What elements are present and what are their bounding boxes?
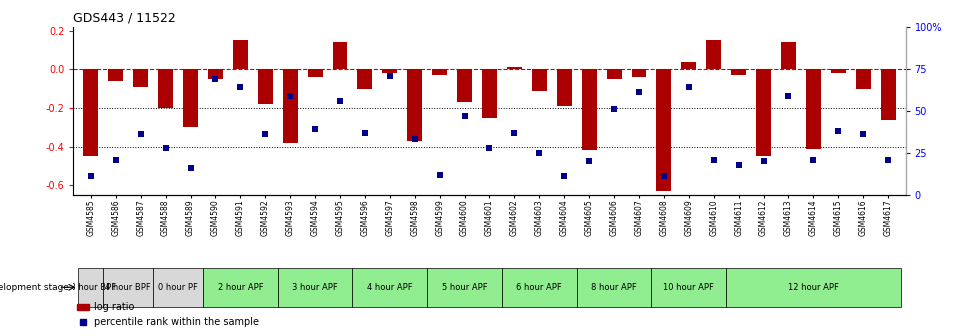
- Bar: [830, 69, 845, 73]
- Bar: [109, 69, 123, 81]
- Text: 4 hour APF: 4 hour APF: [367, 283, 413, 292]
- Bar: [656, 69, 671, 191]
- Bar: [726, 267, 900, 307]
- Bar: [382, 69, 397, 73]
- Bar: [631, 69, 645, 77]
- Bar: [556, 69, 571, 106]
- Text: 2 hour APF: 2 hour APF: [217, 283, 263, 292]
- Bar: [576, 267, 650, 307]
- Bar: [407, 69, 422, 141]
- Text: 8 hour APF: 8 hour APF: [591, 283, 637, 292]
- Text: 10 hour APF: 10 hour APF: [663, 283, 714, 292]
- Bar: [431, 69, 447, 75]
- Bar: [257, 69, 273, 104]
- Bar: [202, 267, 278, 307]
- Text: 6 hour APF: 6 hour APF: [516, 283, 561, 292]
- Text: 4 hour BPF: 4 hour BPF: [106, 283, 151, 292]
- Bar: [755, 69, 771, 156]
- Bar: [158, 69, 173, 108]
- Bar: [457, 69, 471, 102]
- Bar: [855, 69, 869, 89]
- Bar: [731, 69, 745, 75]
- Bar: [333, 42, 347, 69]
- Bar: [481, 69, 497, 118]
- Bar: [606, 69, 621, 79]
- Text: 5 hour APF: 5 hour APF: [441, 283, 487, 292]
- Bar: [352, 267, 426, 307]
- Bar: [183, 69, 198, 127]
- Bar: [502, 267, 576, 307]
- Text: 0 hour PF: 0 hour PF: [158, 283, 198, 292]
- Bar: [880, 69, 895, 120]
- Bar: [153, 267, 202, 307]
- Text: 18 hour BPF: 18 hour BPF: [66, 283, 116, 292]
- Bar: [426, 267, 502, 307]
- Bar: [780, 42, 795, 69]
- Bar: [705, 40, 721, 69]
- Bar: [307, 69, 322, 77]
- Bar: [278, 267, 352, 307]
- Bar: [283, 69, 297, 143]
- Bar: [507, 68, 521, 69]
- Bar: [650, 267, 726, 307]
- Bar: [104, 267, 153, 307]
- Text: 3 hour APF: 3 hour APF: [291, 283, 337, 292]
- Bar: [805, 69, 820, 149]
- Text: 12 hour APF: 12 hour APF: [787, 283, 838, 292]
- Bar: [83, 69, 98, 156]
- Bar: [78, 267, 104, 307]
- Legend: log ratio, percentile rank within the sample: log ratio, percentile rank within the sa…: [73, 298, 262, 331]
- Bar: [233, 40, 247, 69]
- Text: development stage: development stage: [0, 283, 68, 292]
- Bar: [357, 69, 372, 89]
- Text: GDS443 / 11522: GDS443 / 11522: [73, 11, 176, 24]
- Bar: [133, 69, 148, 87]
- Bar: [207, 69, 223, 79]
- Bar: [581, 69, 596, 151]
- Bar: [531, 69, 547, 91]
- Bar: [681, 61, 695, 69]
